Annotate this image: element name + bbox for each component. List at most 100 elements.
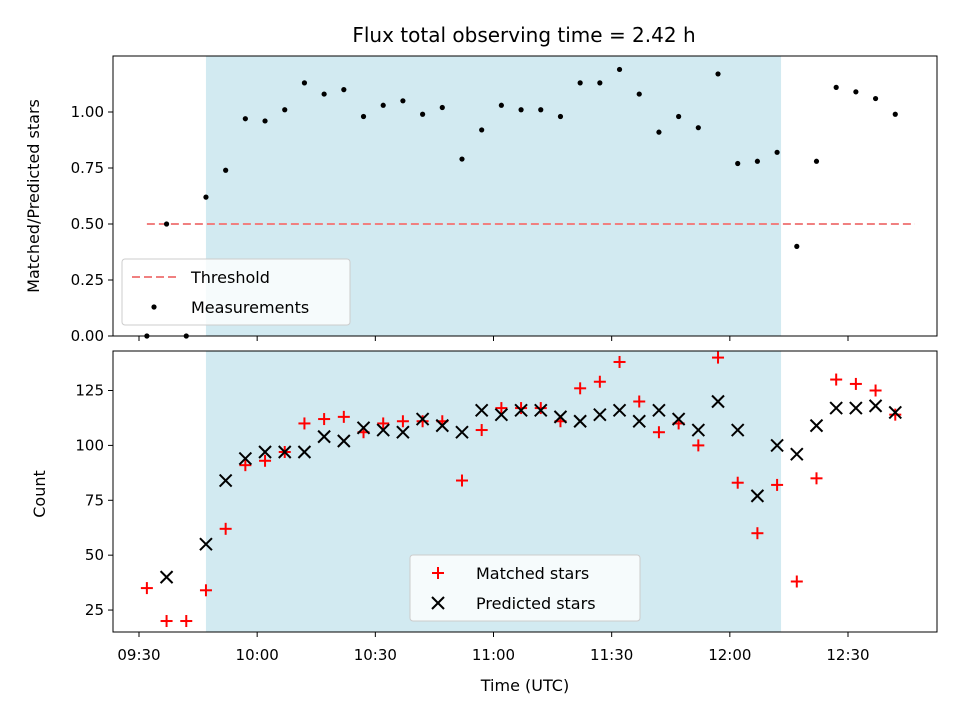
matched-star-point [593,375,606,388]
measurement-point [518,107,524,113]
bottom-legend: Matched stars Predicted stars [409,554,641,622]
top-y-tick-label: 0.50 [71,215,104,233]
matched-star-point [712,351,725,364]
predicted-star-point [731,423,745,437]
matched-star-point [869,384,882,397]
predicted-x-b [514,403,528,417]
predicted-x-b [750,489,765,503]
measurement-point [439,104,445,111]
star-count-series [140,351,902,628]
measurement-point [282,107,288,113]
predicted-star-point [593,407,607,422]
predicted-star-point [612,403,627,417]
matched-star-point [633,395,646,408]
matched-star-point [160,615,173,628]
predicted-star-point [829,401,843,415]
measurement-point [872,95,879,102]
measurement-point [538,107,544,113]
predicted-star-point [888,405,902,420]
measurement-point [420,111,426,117]
predicted-x-b [593,407,607,422]
matched-star-point [239,459,252,472]
measurement-point [321,91,327,97]
legend-predicted-swatch [431,596,445,610]
matched-star-point [495,402,508,415]
predicted-x-b [573,414,587,428]
legend-matched-swatch [432,567,444,579]
predicted-star-point [159,570,174,584]
measurement-point [636,91,642,97]
matched-star-point [889,408,902,421]
measurement-point [459,156,465,162]
predicted-star-point [750,489,765,503]
measurement-point [203,194,209,200]
measurement-point [498,102,504,108]
measurement-point [774,149,780,155]
predicted-x-b [809,418,824,433]
matched-star-point [751,527,764,540]
predicted-x-b [415,412,430,426]
predicted-x-b [632,414,646,428]
predicted-x-b [711,394,725,409]
matched-star-point [731,476,744,489]
predicted-x-b [849,401,863,415]
measurement-point [754,158,761,164]
top-y-axis-label: Matched/Predicted stars [24,99,43,293]
bottom-y-tick-label: 50 [85,546,104,564]
predicted-x-b [455,425,469,439]
top-y-tick-label: 0.00 [71,327,104,345]
predicted-x-b [612,403,627,417]
predicted-x-b [199,537,213,551]
x-tick-label: 10:00 [236,646,279,664]
measurement-point [479,127,485,133]
predicted-star-point [435,418,450,433]
predicted-star-point [297,445,312,459]
predicted-star-point [376,423,390,437]
top-legend-box [121,258,351,326]
top-legend: Threshold Measurements [121,258,351,326]
predicted-star-point [396,425,410,439]
measurement-point [833,84,839,90]
matched-star-point [692,439,705,452]
measurement-point [853,89,859,95]
predicted-star-point [770,438,784,453]
predicted-x-b [790,447,804,461]
predicted-x-b [691,423,706,437]
matched-star-point [515,402,528,415]
predicted-x-b [258,445,272,459]
predicted-x-b [376,423,390,437]
matched-star-point [790,575,803,588]
bottom-legend-box [409,554,641,622]
matched-star-point [199,584,212,597]
chart-title: Flux total observing time = 2.42 h [352,23,695,47]
matched-star-point [377,417,390,430]
measurement-point [341,87,347,93]
bottom-y-tick-label: 125 [75,382,104,400]
predicted-x-b [337,434,351,448]
bottom-x-axis-ticks: 09:30 10:00 10:30 11:00 11:30 12:00 12:30 [117,632,870,664]
matched-star-point [140,582,153,595]
top-plot-frame [112,55,938,337]
bottom-y-tick-label: 25 [85,601,104,619]
matched-star-point [613,355,626,368]
predicted-star-point [356,421,371,435]
top-panel: 0.00 0.25 0.50 0.75 1.00 Matched/Predicted s… [24,55,938,345]
matched-star-point [318,413,331,426]
predicted-star-point [790,447,804,461]
legend-threshold-label: Threshold [190,268,270,287]
measurement-point [892,111,898,117]
measurement-point [242,116,248,122]
predicted-x-b [652,403,666,417]
measurements-series [144,66,898,339]
x-tick-label: 11:00 [472,646,515,664]
predicted-x-b [159,570,174,584]
predicted-x-b [474,403,489,417]
predicted-x-b [396,425,410,439]
matched-star-point [219,522,232,535]
predicted-x-b [671,412,686,426]
predicted-x-b [317,429,331,444]
predicted-star-point [809,418,824,433]
bottom-plot-frame [112,350,938,633]
predicted-star-point [868,399,883,413]
